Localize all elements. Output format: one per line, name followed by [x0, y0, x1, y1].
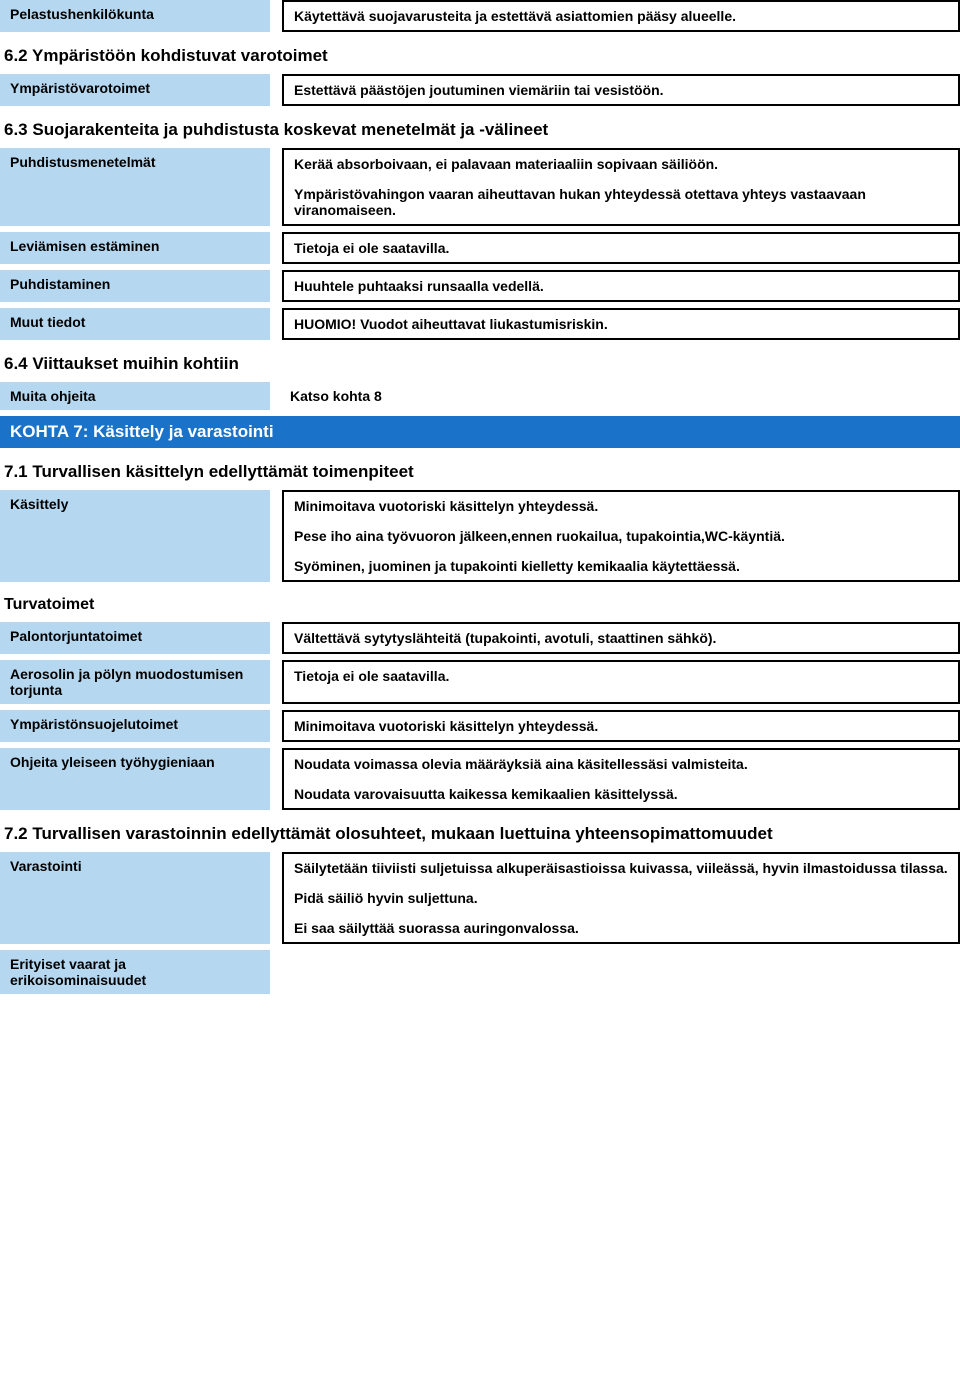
text-kasittely-1: Minimoitava vuotoriski käsittelyn yhteyd… [294, 498, 948, 514]
section-kohta-7: KOHTA 7: Käsittely ja varastointi [0, 416, 960, 448]
value-aerosolin: Tietoja ei ole saatavilla. [282, 660, 960, 704]
value-puhdistusmenetelmat: Kerää absorboivaan, ei palavaan materiaa… [282, 148, 960, 226]
label-ymparistovarotoimet: Ympäristövarotoimet [0, 74, 270, 106]
value-leviaminen: Tietoja ei ole saatavilla. [282, 232, 960, 264]
label-puhdistaminen: Puhdistaminen [0, 270, 270, 302]
heading-6-4: 6.4 Viittaukset muihin kohtiin [0, 346, 960, 382]
row-ohjeita: Ohjeita yleiseen työhygieniaan Noudata v… [0, 748, 960, 810]
label-ohjeita: Ohjeita yleiseen työhygieniaan [0, 748, 270, 810]
text-puhdistusmenetelmat-2: Ympäristövahingon vaaran aiheuttavan huk… [294, 186, 948, 218]
value-erityiset [280, 950, 960, 994]
row-palontorjunta: Palontorjuntatoimet Vältettävä sytytyslä… [0, 622, 960, 654]
value-pelastus: Käytettävä suojavarusteita ja estettävä … [282, 0, 960, 32]
text-varastointi-3: Ei saa säilyttää suorassa auringonvaloss… [294, 920, 948, 936]
row-ymparistovarotoimet: Ympäristövarotoimet Estettävä päästöjen … [0, 74, 960, 106]
text-kasittely-3: Syöminen, juominen ja tupakointi kiellet… [294, 558, 948, 574]
label-puhdistusmenetelmat: Puhdistusmenetelmät [0, 148, 270, 226]
label-muitaohjeita: Muita ohjeita [0, 382, 270, 410]
value-ymparistovarotoimet: Estettävä päästöjen joutuminen viemäriin… [282, 74, 960, 106]
value-ymparistonsuojelu: Minimoitava vuotoriski käsittelyn yhteyd… [282, 710, 960, 742]
text-ohjeita-1: Noudata voimassa olevia määräyksiä aina … [294, 756, 948, 772]
row-aerosolin: Aerosolin ja pölyn muodostumisen torjunt… [0, 660, 960, 704]
label-erityiset: Erityiset vaarat ja erikoisominaisuudet [0, 950, 270, 994]
value-puhdistaminen: Huuhtele puhtaaksi runsaalla vedellä. [282, 270, 960, 302]
value-muitaohjeita: Katso kohta 8 [280, 382, 960, 410]
row-varastointi: Varastointi Säilytetään tiiviisti suljet… [0, 852, 960, 944]
row-puhdistaminen: Puhdistaminen Huuhtele puhtaaksi runsaal… [0, 270, 960, 302]
heading-7-2: 7.2 Turvallisen varastoinnin edellyttämä… [0, 816, 960, 852]
row-kasittely: Käsittely Minimoitava vuotoriski käsitte… [0, 490, 960, 582]
row-ymparistonsuojelu: Ympäristönsuojelutoimet Minimoitava vuot… [0, 710, 960, 742]
row-erityiset: Erityiset vaarat ja erikoisominaisuudet [0, 950, 960, 994]
row-puhdistusmenetelmat: Puhdistusmenetelmät Kerää absorboivaan, … [0, 148, 960, 226]
value-palontorjunta: Vältettävä sytytyslähteitä (tupakointi, … [282, 622, 960, 654]
text-puhdistusmenetelmat-1: Kerää absorboivaan, ei palavaan materiaa… [294, 156, 948, 172]
text-kasittely-2: Pese iho aina työvuoron jälkeen,ennen ru… [294, 528, 948, 544]
row-muuttiedot: Muut tiedot HUOMIO! Vuodot aiheuttavat l… [0, 308, 960, 340]
label-kasittely: Käsittely [0, 490, 270, 582]
text-varastointi-2: Pidä säiliö hyvin suljettuna. [294, 890, 948, 906]
label-muuttiedot: Muut tiedot [0, 308, 270, 340]
row-muitaohjeita: Muita ohjeita Katso kohta 8 [0, 382, 960, 410]
label-leviaminen: Leviämisen estäminen [0, 232, 270, 264]
value-ohjeita: Noudata voimassa olevia määräyksiä aina … [282, 748, 960, 810]
text-varastointi-1: Säilytetään tiiviisti suljetuissa alkupe… [294, 860, 948, 876]
heading-7-1: 7.1 Turvallisen käsittelyn edellyttämät … [0, 454, 960, 490]
heading-6-3: 6.3 Suojarakenteita ja puhdistusta koske… [0, 112, 960, 148]
label-ymparistonsuojelu: Ympäristönsuojelutoimet [0, 710, 270, 742]
label-varastointi: Varastointi [0, 852, 270, 944]
document-container: Pelastushenkilökunta Käytettävä suojavar… [0, 0, 960, 994]
row-pelastus: Pelastushenkilökunta Käytettävä suojavar… [0, 0, 960, 32]
text-ohjeita-2: Noudata varovaisuutta kaikessa kemikaali… [294, 786, 948, 802]
value-kasittely: Minimoitava vuotoriski käsittelyn yhteyd… [282, 490, 960, 582]
label-aerosolin: Aerosolin ja pölyn muodostumisen torjunt… [0, 660, 270, 704]
row-leviaminen: Leviämisen estäminen Tietoja ei ole saat… [0, 232, 960, 264]
value-varastointi: Säilytetään tiiviisti suljetuissa alkupe… [282, 852, 960, 944]
value-muuttiedot: HUOMIO! Vuodot aiheuttavat liukastumisri… [282, 308, 960, 340]
label-pelastus: Pelastushenkilökunta [0, 0, 270, 32]
subheading-turvatoimet: Turvatoimet [0, 588, 960, 622]
label-palontorjunta: Palontorjuntatoimet [0, 622, 270, 654]
heading-6-2: 6.2 Ympäristöön kohdistuvat varotoimet [0, 38, 960, 74]
